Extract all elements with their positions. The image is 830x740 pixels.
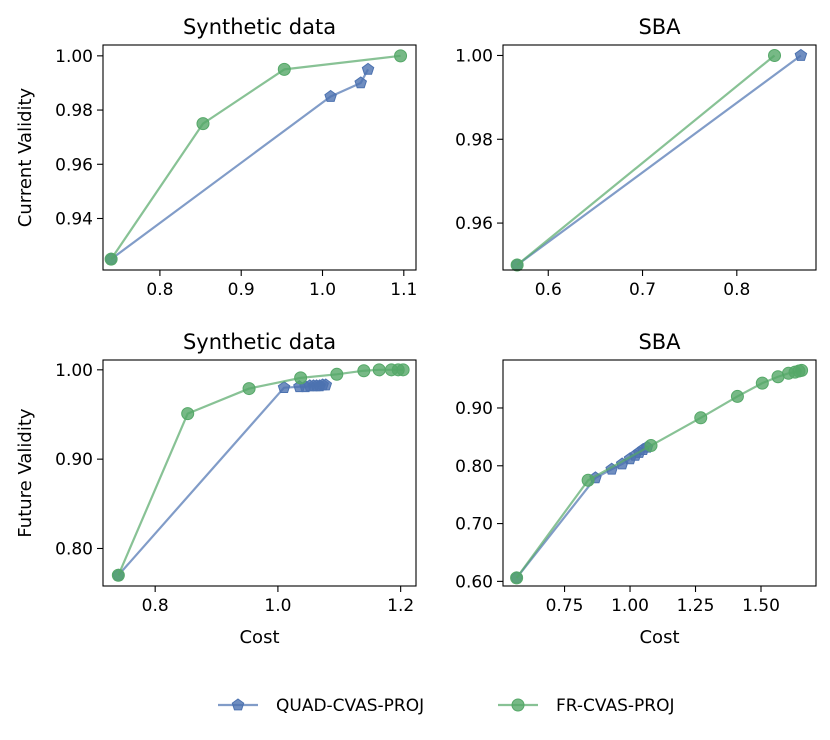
data-point-fr-cvas-proj [330, 367, 344, 381]
axes-frame [102, 359, 417, 587]
data-point-fr-cvas-proj [396, 363, 410, 377]
legend-marker [231, 698, 245, 711]
data-point-fr-cvas-proj [181, 407, 195, 421]
x-tick-label: 1.1 [390, 280, 417, 300]
series-line-fr-cvas-proj [110, 54, 401, 260]
data-point-fr-cvas-proj [277, 62, 291, 76]
axes-frame [502, 359, 817, 587]
plot-area [111, 363, 410, 582]
data-point-fr-cvas-proj [357, 364, 371, 378]
series-line-fr-cvas-proj [515, 369, 802, 579]
panel-top-right: 0.6 0.7 0.8 0.96 0.98 1.00 SBA [455, 15, 817, 300]
data-point-fr-cvas-proj [510, 258, 524, 272]
data-point-fr-cvas-proj [730, 389, 744, 403]
y-tick-label: 0.96 [455, 214, 493, 234]
data-point-quad-cvas-proj [361, 62, 375, 75]
data-point-quad-cvas-proj [794, 48, 808, 61]
chart-title: Synthetic data [183, 15, 336, 39]
series-line-quad-cvas-proj [515, 446, 648, 579]
y-tick-label: 1.00 [55, 47, 93, 67]
x-tick-label: 0.7 [629, 280, 656, 300]
data-point-fr-cvas-proj [242, 382, 256, 396]
axes-frame [102, 44, 417, 271]
x-tick-label: 0.8 [146, 280, 173, 300]
x-tick-label: 0.75 [546, 596, 584, 616]
plot-area [104, 49, 408, 266]
x-tick-label: 1.0 [264, 596, 291, 616]
y-axis-label: Current Validity [15, 87, 36, 227]
chart-title: SBA [638, 15, 681, 39]
legend: QUAD-CVAS-PROJ FR-CVAS-PROJ [218, 696, 674, 716]
x-tick-label: 0.6 [535, 280, 562, 300]
data-point-fr-cvas-proj [581, 473, 595, 487]
chart-title: SBA [638, 330, 681, 354]
series-line-quad-cvas-proj [110, 68, 369, 261]
y-tick-label: 0.90 [455, 399, 493, 419]
data-point-fr-cvas-proj [694, 411, 708, 425]
chart-title: Synthetic data [183, 330, 336, 354]
data-point-fr-cvas-proj [294, 371, 308, 385]
series-line-fr-cvas-proj [117, 368, 404, 576]
data-point-fr-cvas-proj [104, 252, 118, 266]
data-point-fr-cvas-proj [372, 363, 386, 377]
y-tick-label: 1.00 [455, 46, 493, 66]
legend-marker [511, 698, 525, 712]
series-line-fr-cvas-proj [516, 54, 776, 266]
legend-label: QUAD-CVAS-PROJ [276, 696, 424, 716]
y-tick-label: 1.00 [55, 361, 93, 381]
x-tick-label: 0.9 [228, 280, 255, 300]
panels: 0.8 0.9 1.0 1.1 0.94 0.96 0.98 1.00 Synthetic da… [15, 15, 817, 648]
y-tick-label: 0.80 [455, 457, 493, 477]
plot-area [510, 363, 809, 585]
y-tick-label: 0.70 [455, 515, 493, 535]
data-point-fr-cvas-proj [768, 48, 782, 62]
data-point-fr-cvas-proj [795, 363, 809, 377]
data-point-quad-cvas-proj [319, 378, 333, 391]
series-line-quad-cvas-proj [117, 383, 326, 577]
data-point-fr-cvas-proj [394, 49, 408, 63]
data-point-quad-cvas-proj [324, 89, 337, 102]
y-axis-label: Future Validity [15, 408, 36, 537]
y-tick-label: 0.60 [455, 572, 493, 592]
panel-bottom-right: 0.75 1.00 1.25 1.50 0.60 0.70 0.80 0.90 SBA Cost [455, 330, 817, 648]
data-point-quad-cvas-proj [277, 381, 291, 394]
data-point-fr-cvas-proj [196, 117, 210, 131]
series-line-quad-cvas-proj [516, 54, 802, 266]
x-axis-label: Cost [239, 627, 279, 648]
y-tick-label: 0.94 [55, 209, 93, 229]
x-tick-label: 0.8 [142, 596, 169, 616]
legend-entry-quad-cvas-proj: QUAD-CVAS-PROJ [218, 696, 424, 716]
panel-bottom-left: 0.8 1.0 1.2 0.80 0.90 1.00 Synthetic data Cost F… [15, 330, 417, 648]
x-tick-label: 1.25 [677, 596, 715, 616]
y-tick-label: 0.96 [55, 155, 93, 175]
x-tick-label: 0.8 [723, 280, 750, 300]
legend-label: FR-CVAS-PROJ [556, 696, 674, 716]
y-tick-label: 0.80 [55, 539, 93, 559]
data-point-fr-cvas-proj [111, 568, 125, 582]
x-tick-label: 1.00 [611, 596, 649, 616]
data-point-fr-cvas-proj [510, 571, 524, 585]
x-tick-label: 1.2 [387, 596, 414, 616]
data-point-quad-cvas-proj [354, 76, 368, 89]
axes-frame [502, 44, 817, 271]
y-tick-label: 0.98 [455, 130, 493, 150]
y-tick-label: 0.98 [55, 101, 93, 121]
x-axis-label: Cost [639, 627, 679, 648]
plot-area [510, 48, 808, 272]
panel-top-left: 0.8 0.9 1.0 1.1 0.94 0.96 0.98 1.00 Synthetic da… [15, 15, 417, 300]
x-tick-label: 1.0 [309, 280, 336, 300]
data-point-fr-cvas-proj [644, 439, 658, 453]
x-tick-label: 1.50 [742, 596, 780, 616]
y-tick-label: 0.90 [55, 450, 93, 470]
data-point-fr-cvas-proj [755, 376, 769, 390]
legend-entry-fr-cvas-proj: FR-CVAS-PROJ [498, 696, 674, 716]
